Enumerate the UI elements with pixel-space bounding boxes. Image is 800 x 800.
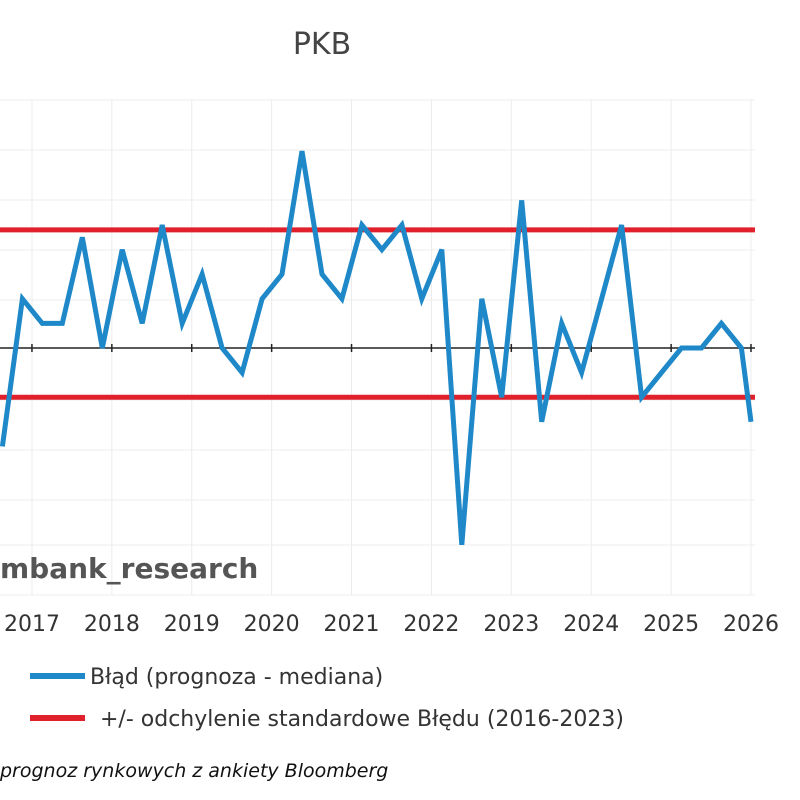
series-lines [0,150,754,546]
watermark: mbank_research [0,552,258,585]
legend: Błąd (prognoza - mediana) +/- odchylenie… [30,665,624,732]
error-series-line [0,150,754,546]
x-tick-labels: 2017 2018 2019 2020 2021 2022 2023 2024 2025 2026 [4,612,779,637]
x-tick-label-2024: 2024 [563,612,619,637]
x-tick-label-2022: 2022 [403,612,459,637]
x-tick-label-2017: 2017 [4,612,60,637]
x-tick-label-2019: 2019 [164,612,220,637]
legend-label-error: Błąd (prognoza - mediana) [90,665,383,690]
zero-axis [0,344,755,352]
chart-title: PKB [293,27,351,62]
x-tick-label-2026: 2026 [723,612,779,637]
x-tick-label-2018: 2018 [84,612,140,637]
x-tick-label-2023: 2023 [483,612,539,637]
x-tick-label-2025: 2025 [643,612,699,637]
legend-label-std: +/- odchylenie standardowe Błędu (2016-2… [100,707,624,732]
std-bands [0,227,755,400]
legend-item-std[interactable]: +/- odchylenie standardowe Błędu (2016-2… [30,707,624,732]
source-note: prognoz rynkowych z ankiety Bloomberg [0,760,389,782]
legend-item-error[interactable]: Błąd (prognoza - mediana) [30,665,383,690]
x-tick-label-2020: 2020 [244,612,300,637]
x-tick-label-2021: 2021 [324,612,380,637]
